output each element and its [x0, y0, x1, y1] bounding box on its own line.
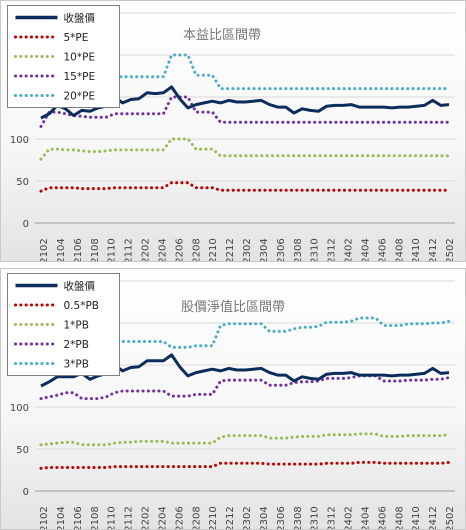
x-tick-label: 2208	[191, 506, 202, 529]
x-tick-label: 2310	[310, 238, 321, 261]
legend-label: 收盤價	[64, 12, 96, 25]
y-tick-label: 0	[23, 219, 29, 230]
x-tick-label: 2202	[141, 506, 152, 529]
x-tick-label: 2304	[259, 238, 270, 261]
x-tick-label: 2112	[124, 506, 135, 529]
x-tick-label: 2210	[208, 238, 219, 261]
x-tick-label: 2104	[56, 238, 67, 261]
x-tick-label: 2410	[411, 506, 422, 529]
legend-label: 20*PE	[64, 91, 96, 103]
legend-label: 2*PB	[64, 339, 89, 351]
x-tick-label: 2110	[107, 238, 118, 261]
y-tick-label: 100	[10, 403, 29, 414]
chart-legend: 收盤價 0.5*PB 1*PB 2*PB 3*PB	[7, 273, 120, 376]
x-tick-label: 2408	[394, 238, 405, 261]
x-tick-label: 2104	[56, 506, 67, 529]
x-tick-label: 2412	[428, 506, 439, 529]
series-line-band-1	[39, 181, 451, 193]
y-tick-label: 50	[16, 177, 29, 188]
y-tick-label: 100	[10, 135, 29, 146]
legend-label: 0.5*PB	[64, 300, 99, 312]
x-tick-label: 2108	[90, 506, 101, 529]
x-tick-label: 2410	[411, 238, 422, 261]
legend-box	[7, 5, 120, 108]
series-line-band-2	[39, 432, 451, 447]
x-tick-label: 2202	[141, 238, 152, 261]
x-tick-label: 2312	[327, 506, 338, 529]
pe-band-chart: 0501001502002502102210421062108211021122…	[7, 5, 456, 261]
x-tick-label: 2206	[174, 506, 185, 529]
x-tick-label: 2412	[428, 238, 439, 261]
x-tick-label: 2304	[259, 506, 270, 529]
x-tick-label: 2502	[445, 238, 456, 261]
x-tick-label: 2206	[174, 238, 185, 261]
legend-label: 3*PB	[64, 359, 89, 371]
series-line-band-2	[39, 137, 451, 161]
chart-title: 本益比區間帶	[183, 28, 261, 43]
pb-band-chart-panel: 0501001502002502102210421062108211021122…	[0, 268, 466, 530]
x-tick-label: 2112	[124, 238, 135, 261]
y-tick-label: 50	[16, 445, 29, 456]
x-tick-label: 2208	[191, 238, 202, 261]
x-tick-label: 2306	[276, 506, 287, 529]
x-tick-label: 2102	[39, 506, 50, 529]
series-line-band-1	[39, 460, 451, 470]
x-tick-label: 2308	[293, 238, 304, 261]
x-tick-label: 2308	[293, 506, 304, 529]
legend-label: 收盤價	[64, 280, 96, 293]
legend-label: 10*PE	[64, 52, 96, 64]
legend-label: 5*PE	[64, 32, 89, 44]
x-tick-label: 2406	[377, 506, 388, 529]
x-tick-label: 2302	[242, 238, 253, 261]
x-tick-label: 2306	[276, 238, 287, 261]
chart-legend: 收盤價 5*PE 10*PE 15*PE 20*PE	[7, 5, 120, 108]
x-tick-label: 2502	[445, 506, 456, 529]
x-tick-label: 2312	[327, 238, 338, 261]
series-line-band-4	[39, 53, 451, 97]
chart-title: 股價淨值比區間帶	[181, 299, 285, 315]
legend-label: 15*PE	[64, 71, 96, 83]
x-tick-label: 2404	[360, 238, 371, 261]
x-tick-label: 2402	[344, 238, 355, 261]
series-line-band-3	[39, 95, 451, 128]
series-line-band-3	[39, 374, 451, 401]
x-tick-label: 2402	[344, 506, 355, 529]
x-tick-label: 2212	[225, 506, 236, 529]
x-tick-label: 2408	[394, 506, 405, 529]
x-tick-label: 2406	[377, 238, 388, 261]
y-tick-label: 0	[23, 487, 29, 498]
x-tick-label: 2204	[157, 238, 168, 261]
x-tick-label: 2110	[107, 506, 118, 529]
pb-band-chart: 0501001502002502102210421062108211021122…	[7, 273, 456, 529]
x-tick-label: 2210	[208, 506, 219, 529]
x-tick-label: 2106	[73, 506, 84, 529]
x-tick-label: 2204	[157, 506, 168, 529]
x-tick-label: 2102	[39, 238, 50, 261]
x-tick-label: 2310	[310, 506, 321, 529]
x-tick-label: 2106	[73, 238, 84, 261]
x-tick-label: 2404	[360, 506, 371, 529]
x-tick-label: 2302	[242, 506, 253, 529]
legend-label: 1*PB	[64, 320, 89, 332]
x-tick-label: 2212	[225, 238, 236, 261]
x-tick-label: 2108	[90, 238, 101, 261]
pe-band-chart-panel: 0501001502002502102210421062108211021122…	[0, 0, 466, 262]
